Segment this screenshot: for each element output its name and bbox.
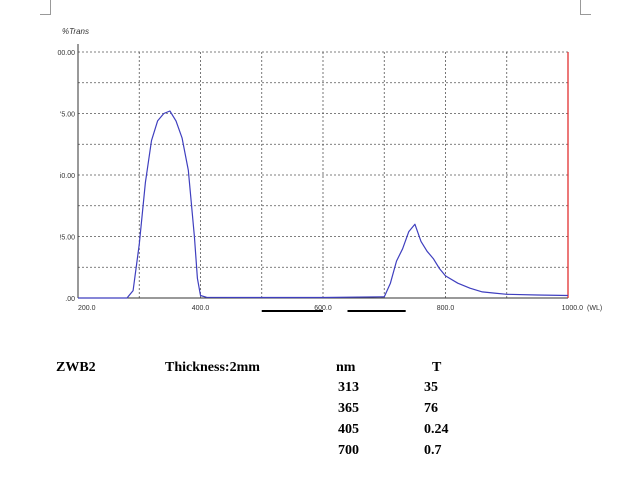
row-t: 0.7 (424, 443, 442, 458)
thickness-label: Thickness:2mm (165, 360, 260, 375)
y-tick-label: .00 (65, 296, 75, 303)
corner-mark-right (580, 0, 591, 15)
y-axis-label: %Trans (62, 27, 89, 36)
row-nm: 365 (338, 401, 359, 416)
x-tick-label: 600.0 (314, 305, 332, 312)
chart-grid (77, 51, 569, 299)
y-tick-label: 00.00 (57, 50, 75, 57)
row-nm: 405 (338, 422, 359, 437)
row-t: 35 (424, 380, 438, 395)
sample-name: ZWB2 (56, 360, 96, 375)
chart-axes (77, 44, 568, 299)
row-t: 76 (424, 401, 438, 416)
column-header-t: T (432, 360, 442, 375)
column-header-nm: nm (336, 360, 356, 375)
x-tick-label: 1000.0 (562, 305, 584, 312)
chart-series (78, 52, 569, 299)
y-tick-label: !5.00 (59, 235, 75, 242)
x-axis-unit: (WL) (587, 305, 602, 312)
x-tick-label: 200.0 (78, 305, 96, 312)
y-tick-label: i0.00 (60, 173, 75, 180)
row-nm: 700 (338, 443, 359, 458)
row-nm: 313 (338, 380, 359, 395)
series-line (78, 110, 569, 299)
x-tick-label: 800.0 (437, 305, 455, 312)
row-t: 0.24 (424, 422, 449, 437)
x-tick-label: 400.0 (192, 305, 210, 312)
y-tick-label: '5.00 (60, 112, 75, 119)
corner-mark-left (40, 0, 51, 15)
